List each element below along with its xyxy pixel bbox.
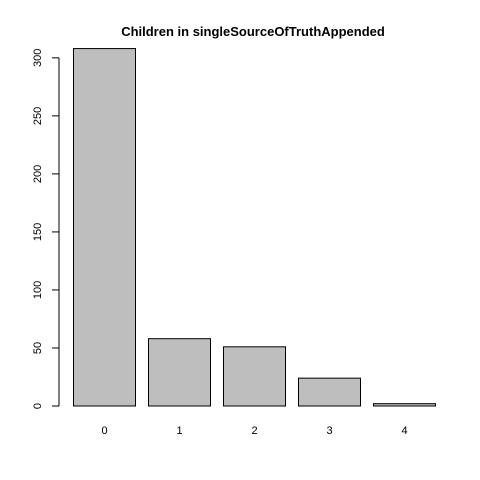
- x-tick-label: 3: [326, 425, 332, 437]
- x-axis-labels: 0 1 2 3 4: [101, 425, 407, 437]
- y-tick-label: 0: [32, 403, 44, 409]
- y-tick-label: 200: [32, 165, 44, 183]
- bar-0: [73, 48, 136, 407]
- chart-title: Children in singleSourceOfTruthAppended: [121, 24, 385, 39]
- y-tick-label: 300: [32, 49, 44, 67]
- x-tick-label: 0: [101, 425, 107, 437]
- y-tick-label: 250: [32, 107, 44, 125]
- y-tick-label: 150: [32, 223, 44, 241]
- x-tick-label: 1: [176, 425, 182, 437]
- bar-1: [148, 338, 211, 407]
- bar-2: [223, 346, 286, 407]
- y-tick-label: 100: [32, 281, 44, 299]
- bar-3: [298, 377, 361, 407]
- bar-4: [373, 403, 436, 407]
- y-axis: 0 50 100 150 200 250 300: [32, 49, 60, 409]
- x-tick-label: 4: [401, 425, 407, 437]
- y-tick-label: 50: [32, 342, 44, 354]
- bars: [73, 48, 436, 407]
- x-tick-label: 2: [251, 425, 257, 437]
